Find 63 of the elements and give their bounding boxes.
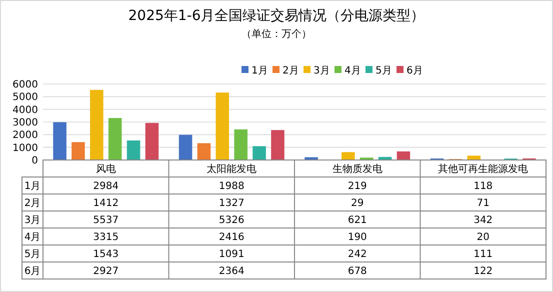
text: 2月 <box>24 198 41 209</box>
legend-label: 4月 <box>344 66 361 76</box>
text: 4月 <box>24 232 41 243</box>
text: 3月 <box>24 215 41 226</box>
y-tick-label: 2000 <box>12 130 38 142</box>
bar <box>216 92 230 160</box>
data-label: 2364 <box>218 266 244 277</box>
data-label: 1412 <box>93 198 119 209</box>
x-tick-label: 其他可再生能源发电 <box>438 163 528 175</box>
data-label: 5537 <box>93 215 119 226</box>
bar <box>90 90 104 160</box>
data-label: 621 <box>348 215 367 226</box>
data-label: 1988 <box>218 181 244 192</box>
bar <box>72 142 85 160</box>
data-label: 1327 <box>218 198 244 209</box>
x-tick-label: 生物质发电 <box>332 163 382 175</box>
bar <box>252 146 266 160</box>
data-label: 219 <box>348 181 367 192</box>
data-label: 678 <box>348 266 367 277</box>
y-tick-label: 3000 <box>12 118 38 128</box>
bar <box>342 152 355 160</box>
y-tick-label: 5000 <box>12 92 38 104</box>
data-label: 1543 <box>93 249 119 260</box>
data-label: 118 <box>474 181 493 192</box>
chart-subtitle: （单位：万个） <box>242 28 312 40</box>
text: 6月 <box>24 266 41 277</box>
legend-label: 3月 <box>314 66 330 76</box>
legend-label: 1月 <box>252 66 268 76</box>
y-tick-label: 6000 <box>12 80 38 90</box>
y-tick-label: 0 <box>32 156 38 166</box>
data-label: 5326 <box>218 215 244 226</box>
data-label: 2984 <box>93 181 119 192</box>
x-tick-label: 太阳能发电 <box>206 163 257 175</box>
data-label: 20 <box>476 232 490 243</box>
legend-label: 6月 <box>406 66 423 76</box>
bar <box>234 129 248 160</box>
data-label: 2416 <box>218 232 244 243</box>
chart-title: 2025年1-6月全国绿证交易情况（分电源类型） <box>128 8 425 24</box>
bar <box>178 134 192 160</box>
data-label: 2927 <box>93 266 119 277</box>
x-tick-label: 风电 <box>96 163 116 175</box>
y-tick-label: 4000 <box>12 104 38 116</box>
data-label: 342 <box>474 215 493 226</box>
bar <box>396 151 410 160</box>
data-label: 242 <box>348 249 367 260</box>
legend-label: 2月 <box>282 66 299 76</box>
data-label: 190 <box>348 232 367 243</box>
bar <box>108 118 122 160</box>
bar <box>271 130 284 160</box>
y-tick-label: 1000 <box>12 142 38 154</box>
data-label: 122 <box>474 266 493 277</box>
data-label: 111 <box>474 249 493 260</box>
bar <box>53 122 66 160</box>
data-label: 71 <box>476 198 490 209</box>
text: 1月 <box>24 181 41 192</box>
data-label: 29 <box>351 198 364 209</box>
data-label: 1091 <box>218 249 244 260</box>
data-label: 3315 <box>93 232 119 243</box>
bar <box>145 122 159 160</box>
bar <box>197 143 211 160</box>
bar <box>126 140 140 160</box>
text: 5月 <box>24 249 41 260</box>
legend-label: 5月 <box>376 66 392 76</box>
